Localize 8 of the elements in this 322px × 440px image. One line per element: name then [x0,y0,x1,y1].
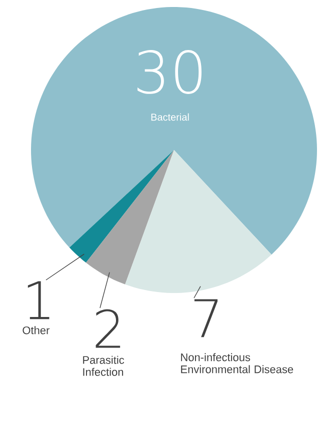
data-label: 7 [194,299,218,338]
data-label: 30 [138,50,202,94]
data-label: 2 [96,309,120,348]
slice-label: Other [22,326,50,334]
data-label: 1 [28,281,50,320]
slice-label: Bacterial [151,113,189,121]
slice-label: Non-infectious Environmental Disease [181,353,294,374]
slice-label: Parasitic Infection [83,356,124,376]
